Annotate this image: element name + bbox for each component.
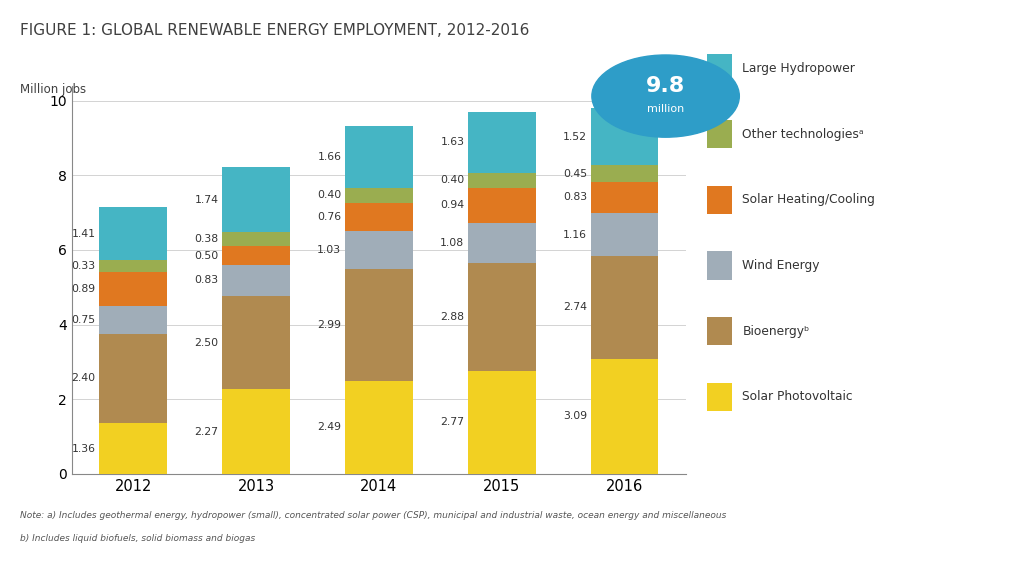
Bar	[591, 165, 658, 182]
Bar	[591, 213, 658, 256]
Bar	[591, 256, 658, 359]
Text: Wind Energy: Wind Energy	[742, 259, 820, 272]
Text: 1.52: 1.52	[563, 132, 587, 142]
Bar	[468, 263, 536, 371]
Bar	[99, 423, 167, 474]
Text: Large Hydropower: Large Hydropower	[742, 62, 855, 75]
Text: 1.66: 1.66	[317, 151, 341, 162]
Text: Other technologiesᵃ: Other technologiesᵃ	[742, 128, 864, 140]
Text: 0.76: 0.76	[317, 212, 341, 222]
Bar	[468, 187, 536, 223]
Text: 9.8: 9.8	[646, 76, 685, 96]
Text: Million jobs: Million jobs	[20, 83, 87, 96]
Bar	[99, 260, 167, 272]
Bar	[222, 246, 290, 265]
Text: 0.75: 0.75	[72, 315, 95, 324]
Bar	[591, 182, 658, 213]
Bar	[468, 172, 536, 187]
Text: 0.40: 0.40	[440, 175, 464, 185]
Bar	[345, 126, 413, 187]
Bar	[591, 108, 658, 165]
Bar	[468, 112, 536, 172]
Text: FIGURE 1: GLOBAL RENEWABLE ENERGY EMPLOYMENT, 2012-2016: FIGURE 1: GLOBAL RENEWABLE ENERGY EMPLOY…	[20, 23, 529, 38]
Text: 0.45: 0.45	[563, 168, 587, 179]
Text: 2.40: 2.40	[72, 373, 95, 383]
Bar	[468, 371, 536, 474]
Bar	[222, 296, 290, 389]
Text: 1.41: 1.41	[72, 228, 95, 239]
Bar	[99, 305, 167, 333]
Text: Solar Heating/Cooling: Solar Heating/Cooling	[742, 194, 876, 206]
Bar	[222, 167, 290, 232]
Bar	[345, 231, 413, 270]
Text: million: million	[647, 104, 684, 114]
Bar	[99, 333, 167, 423]
Bar	[591, 359, 658, 474]
Text: 1.16: 1.16	[563, 230, 587, 240]
Text: 2.99: 2.99	[317, 320, 341, 330]
Text: 1.08: 1.08	[440, 238, 464, 248]
Bar	[468, 223, 536, 263]
Text: 0.33: 0.33	[72, 261, 95, 271]
Text: 2.74: 2.74	[563, 303, 587, 312]
Text: 2.49: 2.49	[317, 423, 341, 432]
Text: Bioenergyᵇ: Bioenergyᵇ	[742, 325, 810, 337]
Text: Solar Photovoltaic: Solar Photovoltaic	[742, 391, 853, 403]
Text: b) Includes liquid biofuels, solid biomass and biogas: b) Includes liquid biofuels, solid bioma…	[20, 534, 256, 543]
Text: 0.83: 0.83	[563, 192, 587, 203]
Text: 1.03: 1.03	[317, 245, 341, 255]
Bar	[222, 389, 290, 474]
Text: 1.63: 1.63	[440, 137, 464, 147]
Text: 2.27: 2.27	[195, 427, 218, 437]
Text: 0.83: 0.83	[195, 275, 218, 286]
Text: 2.50: 2.50	[195, 337, 218, 348]
Text: 3.09: 3.09	[563, 411, 587, 421]
Bar	[345, 203, 413, 231]
Text: 0.94: 0.94	[440, 200, 464, 210]
Bar	[345, 381, 413, 474]
Text: 0.38: 0.38	[195, 234, 218, 244]
Bar	[345, 187, 413, 203]
Text: 1.36: 1.36	[72, 444, 95, 453]
Text: 2.77: 2.77	[440, 417, 464, 427]
Bar	[99, 207, 167, 260]
Bar	[222, 232, 290, 246]
Text: 0.50: 0.50	[195, 251, 218, 260]
Text: 2.88: 2.88	[440, 312, 464, 321]
Text: 0.89: 0.89	[72, 284, 95, 294]
Bar	[99, 272, 167, 305]
Text: 0.40: 0.40	[317, 190, 341, 200]
Text: Note: a) Includes geothermal energy, hydropower (small), concentrated solar powe: Note: a) Includes geothermal energy, hyd…	[20, 511, 727, 520]
Text: 1.74: 1.74	[195, 195, 218, 204]
Bar	[222, 265, 290, 296]
Bar	[345, 270, 413, 381]
